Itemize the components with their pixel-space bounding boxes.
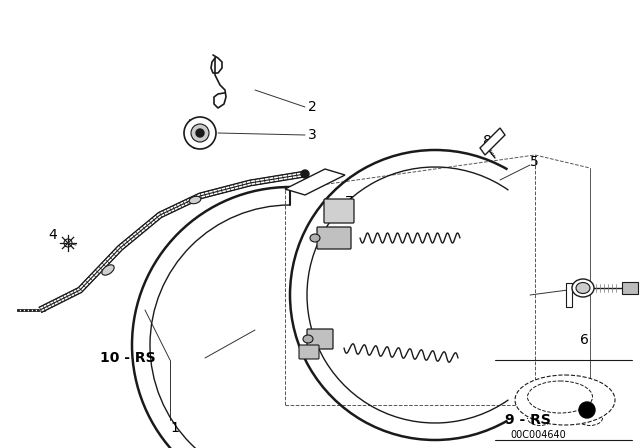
Text: 6: 6 [580, 333, 589, 347]
Text: 1: 1 [170, 421, 179, 435]
Circle shape [301, 170, 309, 178]
Ellipse shape [515, 375, 615, 425]
Ellipse shape [576, 283, 590, 293]
Bar [566, 283, 572, 307]
Circle shape [196, 129, 204, 137]
Circle shape [191, 124, 209, 142]
Text: 5: 5 [530, 155, 539, 169]
Circle shape [64, 239, 72, 247]
Ellipse shape [189, 196, 201, 204]
FancyBboxPatch shape [317, 227, 351, 249]
Ellipse shape [483, 144, 492, 151]
FancyBboxPatch shape [307, 329, 333, 349]
Text: 9 - RS: 9 - RS [505, 413, 551, 427]
Circle shape [579, 402, 595, 418]
Text: 2: 2 [308, 100, 317, 114]
Polygon shape [480, 128, 505, 155]
Text: 4: 4 [48, 228, 57, 242]
Text: 7: 7 [345, 195, 354, 209]
Text: 00C004640: 00C004640 [510, 430, 566, 440]
Ellipse shape [572, 279, 594, 297]
Ellipse shape [527, 381, 593, 413]
Ellipse shape [303, 335, 313, 343]
Text: 8: 8 [483, 134, 492, 148]
FancyBboxPatch shape [324, 199, 354, 223]
Circle shape [184, 117, 216, 149]
Text: 10 - RS: 10 - RS [100, 351, 156, 365]
Ellipse shape [102, 265, 114, 275]
FancyBboxPatch shape [299, 345, 319, 359]
Text: 3: 3 [308, 128, 317, 142]
Bar [622, 282, 638, 294]
Polygon shape [285, 169, 345, 195]
Ellipse shape [310, 234, 320, 242]
